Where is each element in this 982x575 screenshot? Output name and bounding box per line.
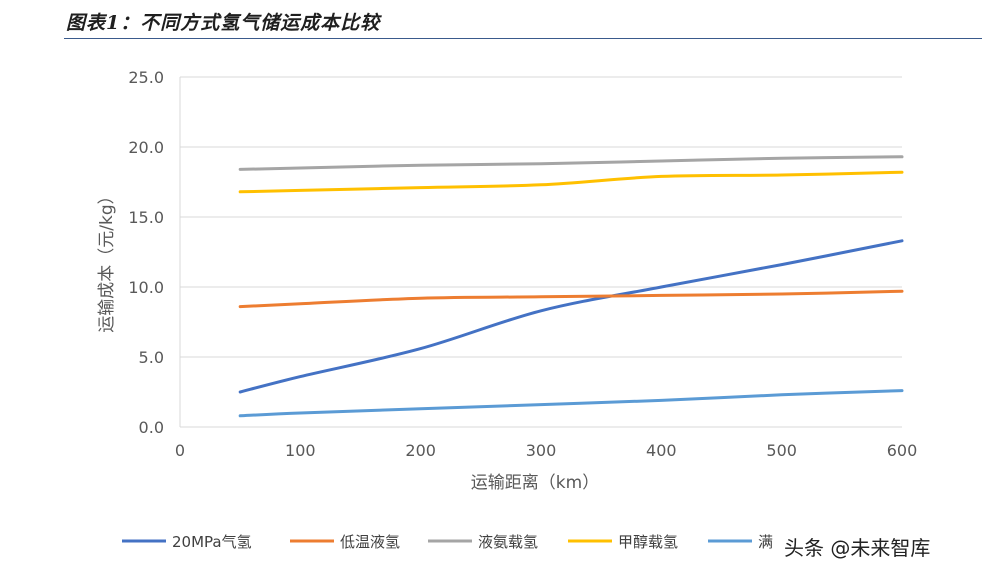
series-line: [238, 389, 904, 418]
y-axis-title: 运输成本（元/kg）: [97, 187, 117, 332]
x-tick-label: 400: [646, 441, 677, 460]
y-tick-label: 15.0: [128, 208, 164, 227]
title-divider: [64, 38, 982, 39]
x-tick-label: 200: [405, 441, 436, 460]
x-tick-label: 500: [766, 441, 797, 460]
legend-label: 甲醇载氢: [618, 533, 678, 551]
legend-label: 20MPa气氢: [172, 533, 252, 551]
figure-title: 图表1：不同方式氢气储运成本比较: [66, 12, 381, 34]
x-axis-title: 运输距离（km）: [471, 473, 599, 493]
series-line: [238, 239, 904, 394]
x-tick-label: 300: [526, 441, 557, 460]
series-line: [238, 289, 904, 309]
legend-label: 满: [758, 533, 773, 551]
watermark-text: 头条 @未来智库: [784, 536, 931, 560]
x-tick-label: 600: [887, 441, 918, 460]
y-tick-label: 20.0: [128, 138, 164, 157]
axes: 0.0 5.0 10.0 15.0 20.0 25.0 0 100 200 300 400 500 60…: [97, 68, 917, 493]
y-tick-label: 25.0: [128, 68, 164, 87]
y-tick-label: 10.0: [128, 278, 164, 297]
legend: 20MPa气氢 低温液氢 液氨载氢 甲醇载氢 满: [122, 533, 773, 551]
series-line: [238, 170, 904, 194]
x-tick-label: 0: [175, 441, 185, 460]
legend-label: 液氨载氢: [478, 533, 538, 551]
x-tick-label: 100: [285, 441, 316, 460]
series-line: [238, 155, 904, 171]
y-tick-label: 5.0: [139, 348, 164, 367]
gridlines: [180, 76, 902, 428]
series-lines: [238, 155, 904, 418]
y-tick-label: 0.0: [139, 418, 164, 437]
legend-label: 低温液氢: [340, 533, 400, 551]
